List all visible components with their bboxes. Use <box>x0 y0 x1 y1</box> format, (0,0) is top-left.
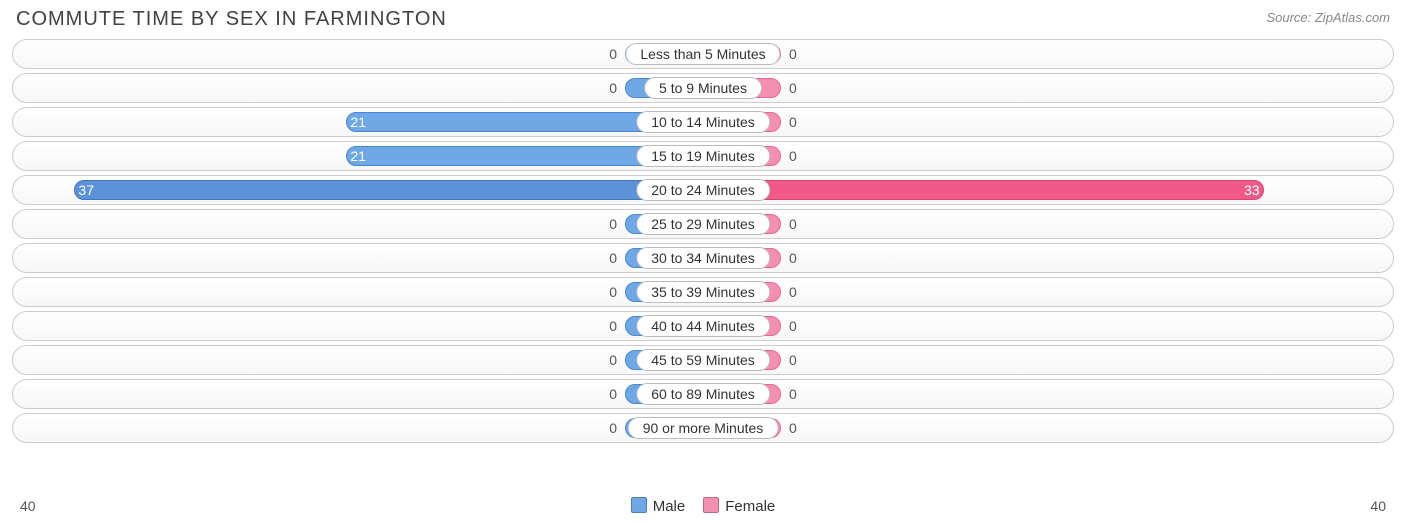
chart-row: 0 0 90 or more Minutes <box>12 413 1394 443</box>
value-female: 0 <box>789 80 797 96</box>
bar-female <box>703 180 1264 200</box>
value-female: 0 <box>789 148 797 164</box>
value-female: 0 <box>789 318 797 334</box>
legend: Male Female <box>631 497 776 515</box>
axis-max-left: 40 <box>20 498 36 514</box>
value-female: 0 <box>789 250 797 266</box>
value-male: 21 <box>350 148 366 164</box>
chart-row: 21 0 10 to 14 Minutes <box>12 107 1394 137</box>
value-female: 0 <box>789 46 797 62</box>
chart-container: COMMUTE TIME BY SEX IN FARMINGTON Source… <box>0 0 1406 522</box>
chart-header: COMMUTE TIME BY SEX IN FARMINGTON Source… <box>12 8 1394 31</box>
value-male: 0 <box>609 386 617 402</box>
chart-row: 0 0 45 to 59 Minutes <box>12 345 1394 375</box>
value-male: 0 <box>609 420 617 436</box>
category-label: 15 to 19 Minutes <box>636 145 770 167</box>
legend-swatch-female <box>703 497 719 513</box>
category-label: 10 to 14 Minutes <box>636 111 770 133</box>
value-female: 0 <box>789 352 797 368</box>
value-male: 21 <box>350 114 366 130</box>
chart-source: Source: ZipAtlas.com <box>1266 8 1390 25</box>
chart-row: 37 33 20 to 24 Minutes <box>12 175 1394 205</box>
value-female: 0 <box>789 420 797 436</box>
chart-row: 0 0 60 to 89 Minutes <box>12 379 1394 409</box>
value-female: 33 <box>1244 182 1260 198</box>
value-female: 0 <box>789 114 797 130</box>
legend-male: Male <box>631 497 686 515</box>
legend-female-label: Female <box>725 498 775 515</box>
value-male: 37 <box>78 182 94 198</box>
chart-title: COMMUTE TIME BY SEX IN FARMINGTON <box>16 8 447 31</box>
legend-female: Female <box>703 497 775 515</box>
category-label: 35 to 39 Minutes <box>636 281 770 303</box>
legend-swatch-male <box>631 497 647 513</box>
value-male: 0 <box>609 318 617 334</box>
value-female: 0 <box>789 216 797 232</box>
bar-male <box>74 180 703 200</box>
category-label: 90 or more Minutes <box>628 417 779 439</box>
chart-footer: 40 Male Female 40 <box>12 494 1394 518</box>
value-female: 0 <box>789 386 797 402</box>
value-male: 0 <box>609 46 617 62</box>
chart-row: 0 0 35 to 39 Minutes <box>12 277 1394 307</box>
chart-row: 0 0 Less than 5 Minutes <box>12 39 1394 69</box>
value-male: 0 <box>609 80 617 96</box>
category-label: 45 to 59 Minutes <box>636 349 770 371</box>
category-label: Less than 5 Minutes <box>625 43 780 65</box>
category-label: 40 to 44 Minutes <box>636 315 770 337</box>
value-male: 0 <box>609 216 617 232</box>
value-male: 0 <box>609 284 617 300</box>
chart-row: 0 0 25 to 29 Minutes <box>12 209 1394 239</box>
chart-rows: 0 0 Less than 5 Minutes 0 0 5 to 9 Minutes 21 0… <box>12 39 1394 490</box>
chart-row: 21 0 15 to 19 Minutes <box>12 141 1394 171</box>
category-label: 20 to 24 Minutes <box>636 179 770 201</box>
category-label: 5 to 9 Minutes <box>644 77 762 99</box>
chart-row: 0 0 30 to 34 Minutes <box>12 243 1394 273</box>
category-label: 25 to 29 Minutes <box>636 213 770 235</box>
value-male: 0 <box>609 250 617 266</box>
value-female: 0 <box>789 284 797 300</box>
chart-row: 0 0 40 to 44 Minutes <box>12 311 1394 341</box>
category-label: 30 to 34 Minutes <box>636 247 770 269</box>
legend-male-label: Male <box>653 498 686 515</box>
category-label: 60 to 89 Minutes <box>636 383 770 405</box>
axis-max-right: 40 <box>1370 498 1386 514</box>
value-male: 0 <box>609 352 617 368</box>
chart-row: 0 0 5 to 9 Minutes <box>12 73 1394 103</box>
